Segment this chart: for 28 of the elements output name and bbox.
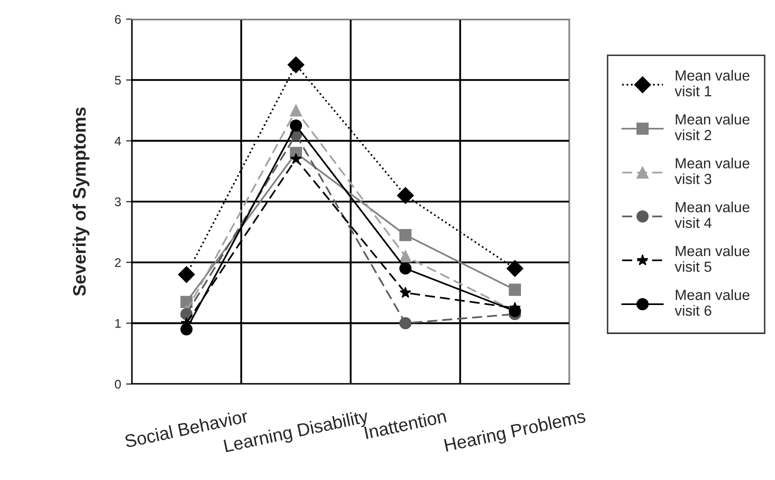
legend-label: Mean value visit 1 — [674, 70, 750, 96]
y-tick-label: 1 — [115, 319, 121, 328]
y-tick-label: 4 — [114, 136, 121, 146]
point — [506, 260, 524, 277]
point — [180, 323, 193, 336]
y-tick-label: 2 — [115, 258, 121, 267]
point — [288, 56, 304, 74]
point — [508, 284, 521, 296]
point — [290, 120, 302, 132]
legend-label: Mean value visit 6 — [674, 289, 750, 316]
point — [399, 228, 412, 242]
point — [399, 317, 412, 330]
point — [290, 152, 302, 164]
y-tick-label: 0 — [114, 380, 121, 389]
legend-label: Mean value visit 3 — [674, 158, 750, 184]
legend-label: Mean value visit 2 — [674, 114, 750, 140]
y-axis-title: Severity of Symptoms — [72, 108, 90, 296]
y-tick-label: 6 — [115, 15, 121, 24]
y-tick-label: 3 — [114, 197, 121, 206]
point — [399, 250, 412, 262]
legend-label: Mean value visit 4 — [674, 202, 750, 228]
point — [290, 104, 302, 116]
point — [397, 187, 414, 204]
legend-label: Mean value visit 5 — [674, 245, 750, 272]
y-tick-label: 5 — [114, 76, 121, 85]
point — [400, 286, 412, 298]
point — [399, 262, 412, 275]
point — [178, 266, 195, 283]
